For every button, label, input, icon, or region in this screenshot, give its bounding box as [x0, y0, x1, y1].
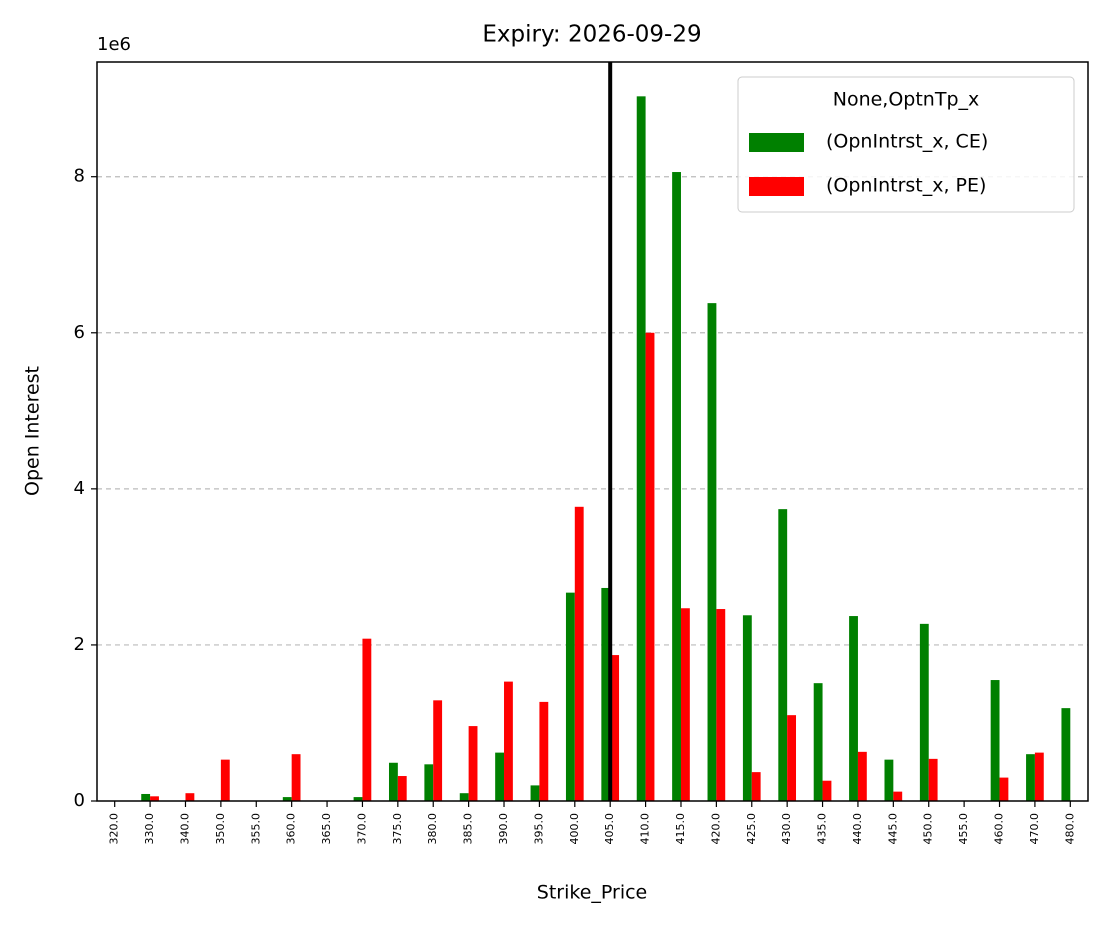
- bar: [282, 797, 292, 801]
- bar: [919, 623, 929, 801]
- bar: [680, 608, 690, 801]
- x-tick-label: 450.0: [922, 813, 935, 845]
- legend-box: [737, 76, 1075, 213]
- x-tick-label: 455.0: [957, 813, 970, 845]
- x-tick-label: 425.0: [745, 813, 758, 845]
- x-tick-label: 395.0: [532, 813, 545, 845]
- bar: [707, 303, 717, 801]
- x-tick-label: 405.0: [603, 813, 616, 845]
- bar: [397, 776, 407, 801]
- bar: [857, 751, 867, 801]
- y-axis-label: Open Interest: [22, 366, 44, 496]
- x-tick-label: 390.0: [497, 813, 510, 845]
- x-tick-label: 400.0: [568, 813, 581, 845]
- y-tick-label: 8: [74, 166, 85, 187]
- plot-frame: [96, 61, 1089, 802]
- bar: [495, 752, 505, 801]
- bar: [150, 796, 159, 801]
- bar: [610, 655, 620, 801]
- legend-swatch: [749, 177, 804, 196]
- x-tick-label: 330.0: [143, 813, 156, 845]
- bar: [424, 764, 434, 801]
- x-tick-label: 355.0: [249, 813, 262, 845]
- bar: [672, 172, 681, 801]
- bar: [884, 759, 894, 801]
- bar: [530, 785, 540, 801]
- x-tick-label: 460.0: [993, 813, 1006, 845]
- bar: [539, 701, 549, 801]
- bar: [291, 754, 301, 801]
- bar: [504, 681, 513, 801]
- bar: [778, 509, 788, 801]
- bar: [1061, 708, 1071, 801]
- bar: [742, 615, 752, 801]
- x-tick-label: 470.0: [1028, 813, 1041, 845]
- bar: [574, 506, 584, 801]
- bar: [928, 758, 938, 801]
- x-tick-label: 440.0: [851, 813, 864, 845]
- x-tick-label: 380.0: [426, 813, 439, 845]
- bar: [433, 700, 443, 801]
- bar: [459, 793, 469, 801]
- bar: [751, 772, 761, 801]
- bar: [787, 715, 797, 801]
- bar: [1034, 752, 1044, 801]
- bar: [601, 587, 611, 801]
- bar: [353, 797, 363, 801]
- legend-label: (OpnIntrst_x, PE): [826, 175, 986, 197]
- x-tick-label: 445.0: [886, 813, 899, 845]
- bar: [362, 638, 372, 801]
- chart-title: Expiry: 2026-09-29: [482, 22, 701, 48]
- y-tick-label: 2: [74, 634, 85, 655]
- x-tick-label: 415.0: [674, 813, 687, 845]
- x-tick-label: 350.0: [214, 813, 227, 845]
- bar: [1026, 754, 1035, 801]
- x-tick-label: 385.0: [462, 813, 475, 845]
- bar: [636, 96, 646, 801]
- bar: [388, 762, 398, 801]
- x-tick-label: 430.0: [780, 813, 793, 845]
- x-tick-label: 320.0: [108, 813, 121, 845]
- bar: [220, 759, 230, 801]
- legend-swatch: [749, 133, 804, 152]
- bar: [999, 777, 1009, 801]
- x-tick-label: 370.0: [355, 813, 368, 845]
- bar: [990, 680, 1000, 801]
- bar: [565, 592, 575, 801]
- x-tick-label: 365.0: [320, 813, 333, 845]
- x-axis-label: Strike_Price: [537, 882, 647, 904]
- bar: [141, 793, 151, 801]
- x-tick-label: 435.0: [816, 813, 829, 845]
- y-offset-label: 1e6: [97, 34, 131, 55]
- x-tick-label: 410.0: [639, 813, 652, 845]
- x-tick-label: 340.0: [178, 813, 191, 845]
- y-tick-label: 4: [74, 478, 85, 499]
- bar: [185, 793, 195, 801]
- bar: [893, 791, 903, 801]
- bar: [849, 616, 858, 801]
- x-tick-label: 420.0: [709, 813, 722, 845]
- legend-label: (OpnIntrst_x, CE): [826, 131, 988, 153]
- x-tick-label: 480.0: [1063, 813, 1076, 845]
- bar: [813, 683, 823, 801]
- y-tick-label: 0: [74, 790, 85, 811]
- bar: [716, 609, 726, 801]
- legend-title: None,OptnTp_x: [833, 89, 980, 111]
- bar: [822, 780, 832, 801]
- x-tick-label: 360.0: [285, 813, 298, 845]
- legend: None,OptnTp_x (OpnIntrst_x, CE) (OpnIntrst…: [737, 76, 1075, 213]
- bar: [645, 332, 655, 801]
- y-tick-label: 6: [74, 322, 85, 343]
- bar: [468, 726, 478, 801]
- x-tick-label: 375.0: [391, 813, 404, 845]
